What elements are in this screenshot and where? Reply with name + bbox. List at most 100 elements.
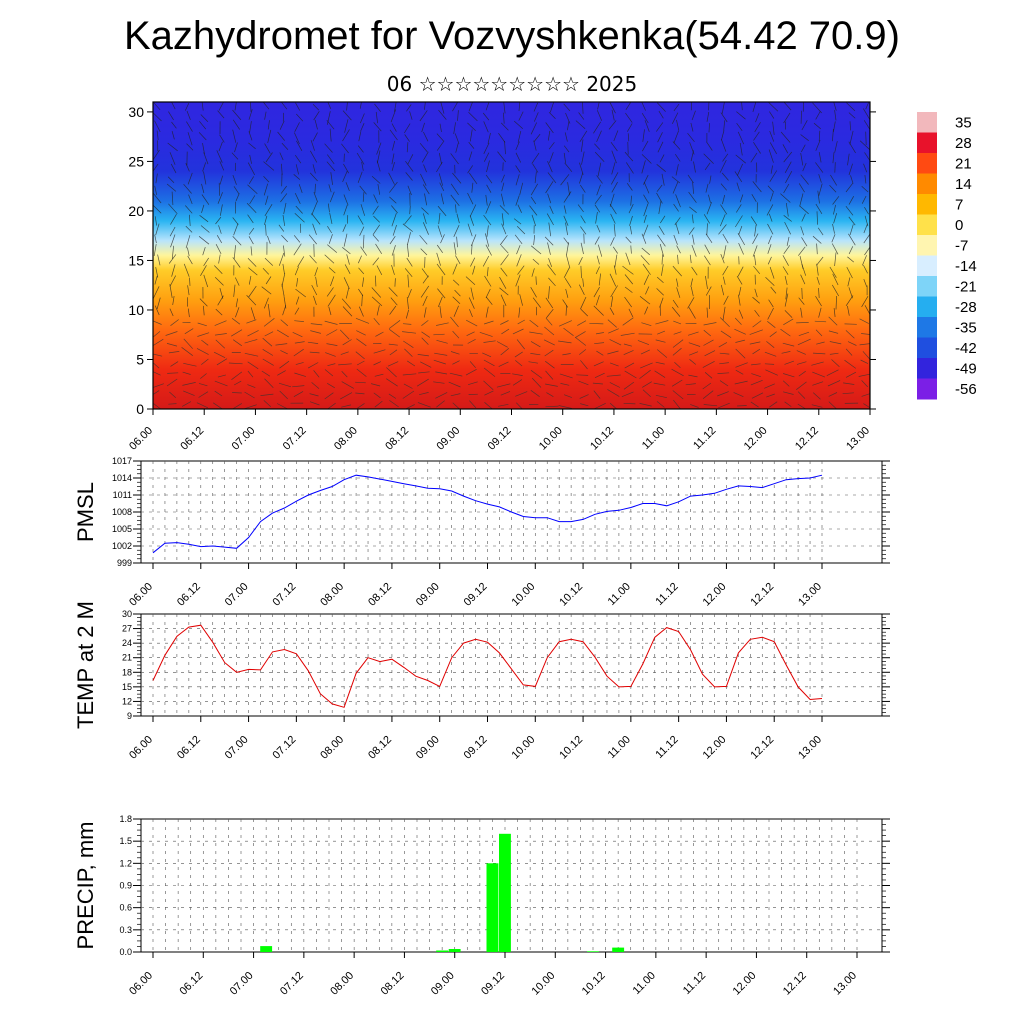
- wind-barb: [750, 152, 758, 163]
- wind-barb: [260, 393, 274, 396]
- wind-barb: [417, 402, 431, 408]
- wind-barb: [530, 287, 537, 298]
- wind-barb: [326, 161, 336, 172]
- y-tick-label: 24: [122, 638, 132, 648]
- wind-barb: [358, 306, 364, 317]
- wind-barb: [658, 200, 662, 214]
- wind-barb: [452, 330, 460, 339]
- wind-barb: [737, 131, 745, 145]
- wind-barb: [389, 329, 401, 338]
- wind-barb: [815, 203, 823, 214]
- wind-barb: [314, 267, 319, 277]
- wind-barb: [309, 393, 319, 397]
- wind-barb: [248, 227, 255, 235]
- wind-barb: [185, 163, 190, 172]
- wind-barb: [818, 152, 822, 163]
- wind-barb: [201, 339, 209, 346]
- wind-barb: [688, 342, 701, 347]
- wind-barb: [169, 308, 174, 317]
- wind-barb: [406, 244, 410, 257]
- wind-barb: [312, 164, 316, 174]
- wind-barb: [311, 213, 321, 225]
- wind-barb: [453, 122, 456, 134]
- wind-barb: [754, 288, 758, 298]
- wind-barb: [327, 402, 336, 409]
- wind-barb: [469, 204, 477, 217]
- wind-barb: [234, 142, 238, 153]
- wind-barb: [234, 277, 240, 286]
- wind-barb: [215, 216, 222, 225]
- wind-barb: [376, 160, 381, 172]
- colorbar-label: -14: [955, 258, 977, 275]
- wind-barb: [468, 102, 473, 112]
- wind-barb: [735, 369, 744, 375]
- wind-barb: [153, 244, 157, 256]
- wind-barb: [315, 276, 318, 287]
- wind-barb: [359, 113, 365, 124]
- wind-barb: [661, 264, 664, 276]
- wind-barb: [485, 244, 492, 256]
- wind-barb: [246, 202, 257, 214]
- wind-barb: [389, 305, 397, 315]
- wind-barb: [612, 246, 618, 254]
- wind-barb: [248, 109, 253, 120]
- wind-barb: [484, 275, 492, 287]
- wind-barb: [261, 370, 271, 377]
- wind-barb: [754, 309, 760, 317]
- wind-barb: [703, 214, 710, 224]
- wind-barb: [265, 152, 273, 163]
- wind-barb: [233, 245, 236, 259]
- y-tick-label: 30: [122, 609, 132, 619]
- wind-barb: [594, 372, 605, 379]
- wind-barb: [722, 194, 726, 205]
- wind-barb: [844, 359, 857, 369]
- wind-barb: [738, 286, 742, 296]
- wind-barb: [721, 139, 727, 152]
- wind-barb: [295, 154, 302, 164]
- wind-barb: [673, 203, 679, 212]
- wind-barb: [818, 130, 821, 142]
- wind-barb: [828, 401, 837, 409]
- wind-barb: [796, 350, 806, 355]
- wind-barb: [847, 277, 851, 287]
- colorbar-segment: [917, 378, 937, 400]
- wind-barb: [580, 215, 586, 224]
- wind-barb: [293, 235, 301, 243]
- wind-barb: [818, 287, 820, 299]
- wind-barb: [198, 391, 209, 398]
- wind-barb: [311, 202, 318, 216]
- wind-barb: [419, 235, 428, 245]
- colorbar-segment: [917, 235, 937, 256]
- wind-barb: [280, 102, 288, 110]
- wind-barb: [607, 389, 620, 397]
- wind-barb: [610, 296, 614, 308]
- wind-barb: [563, 103, 571, 112]
- wind-barb: [736, 111, 746, 120]
- wind-barb: [467, 122, 476, 132]
- wind-barb: [560, 383, 570, 386]
- wind-barb: [280, 193, 288, 203]
- wind-barb: [483, 121, 489, 133]
- wind-barb: [750, 379, 763, 386]
- wind-barb: [641, 113, 649, 124]
- wind-barb: [466, 331, 475, 337]
- wind-barb: [800, 144, 806, 153]
- wind-barb: [214, 265, 223, 275]
- wind-barb: [721, 172, 729, 181]
- wind-barb: [313, 295, 317, 306]
- wind-barb: [719, 352, 730, 355]
- wind-barb: [828, 392, 838, 397]
- wind-barb: [798, 331, 810, 337]
- wind-barb: [470, 234, 477, 247]
- wind-barb: [530, 353, 541, 356]
- wind-barb: [656, 164, 666, 172]
- wind-barb: [548, 258, 553, 268]
- wind-barb: [543, 339, 555, 346]
- wind-barb: [656, 349, 668, 358]
- wind-barb: [767, 235, 772, 245]
- wind-barb: [832, 152, 835, 164]
- wind-barb: [673, 320, 682, 325]
- wind-barb: [419, 142, 428, 153]
- wind-barb: [217, 110, 225, 119]
- wind-barb: [517, 265, 525, 275]
